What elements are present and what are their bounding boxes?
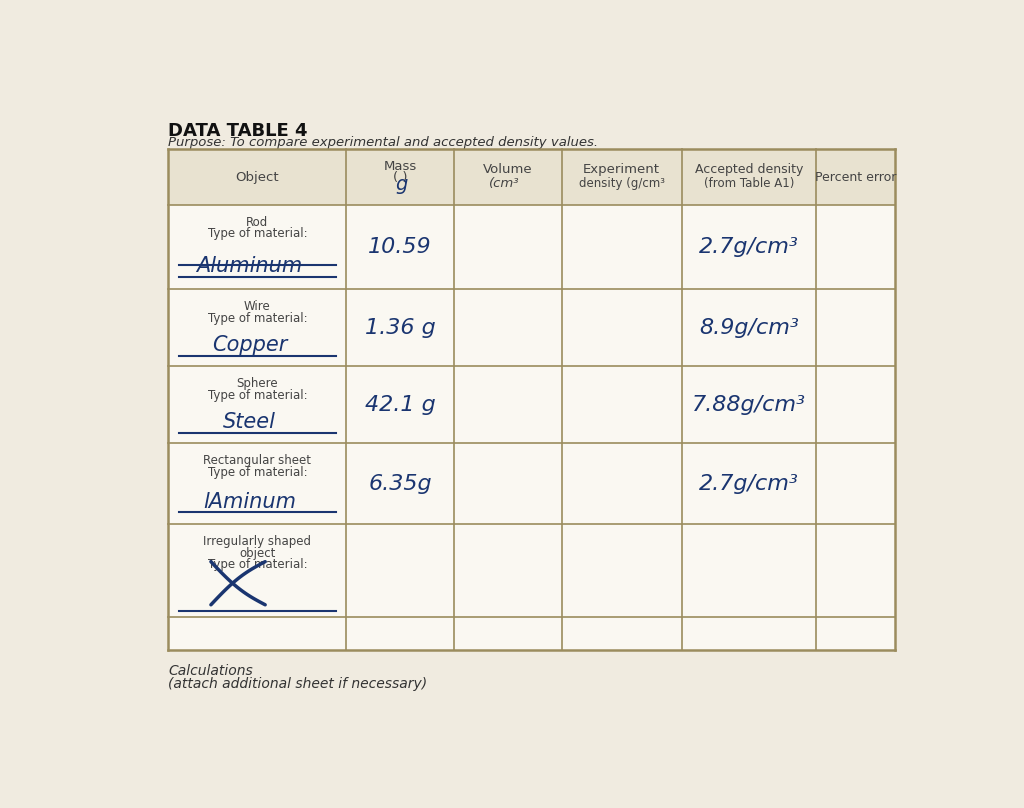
Text: Type of material:: Type of material: xyxy=(208,389,307,402)
Text: Experiment: Experiment xyxy=(583,163,660,176)
Text: 2.7g/cm³: 2.7g/cm³ xyxy=(699,237,799,257)
Text: Steel: Steel xyxy=(223,412,276,432)
Text: Purpose: To compare experimental and accepted density values.: Purpose: To compare experimental and acc… xyxy=(168,137,598,149)
Text: 6.35g: 6.35g xyxy=(369,473,432,494)
Text: DATA TABLE 4: DATA TABLE 4 xyxy=(168,122,308,141)
Text: Copper: Copper xyxy=(212,335,288,355)
Text: (from Table A1): (from Table A1) xyxy=(703,177,794,190)
Text: Mass: Mass xyxy=(384,160,417,173)
Text: density (g/cm³: density (g/cm³ xyxy=(579,177,665,190)
Text: object: object xyxy=(240,547,275,560)
Text: 8.9g/cm³: 8.9g/cm³ xyxy=(699,318,799,338)
Text: 42.1 g: 42.1 g xyxy=(365,395,435,415)
Text: Rod: Rod xyxy=(246,216,268,229)
Text: 1.36 g: 1.36 g xyxy=(365,318,435,338)
Text: Calculations: Calculations xyxy=(168,663,253,678)
Text: Type of material:: Type of material: xyxy=(208,465,307,479)
Text: Percent error: Percent error xyxy=(815,170,896,183)
Bar xyxy=(168,149,895,204)
Text: 7.88g/cm³: 7.88g/cm³ xyxy=(692,395,806,415)
Text: (cm³: (cm³ xyxy=(488,177,519,190)
Bar xyxy=(168,149,895,650)
Text: Rectangular sheet: Rectangular sheet xyxy=(204,454,311,467)
Text: lAminum: lAminum xyxy=(203,492,296,511)
Text: Volume: Volume xyxy=(483,163,532,176)
Text: g: g xyxy=(395,175,408,194)
Text: Object: Object xyxy=(236,170,280,183)
Text: 2.7g/cm³: 2.7g/cm³ xyxy=(699,473,799,494)
Text: Accepted density: Accepted density xyxy=(694,163,803,176)
Text: Aluminum: Aluminum xyxy=(197,256,303,276)
Text: 10.59: 10.59 xyxy=(369,237,432,257)
Text: ( ): ( ) xyxy=(393,170,408,183)
Text: Type of material:: Type of material: xyxy=(208,312,307,325)
Text: Type of material:: Type of material: xyxy=(208,558,307,571)
Text: (attach additional sheet if necessary): (attach additional sheet if necessary) xyxy=(168,677,427,691)
Text: Irregularly shaped: Irregularly shaped xyxy=(204,535,311,548)
Text: Sphere: Sphere xyxy=(237,377,279,390)
Text: Type of material:: Type of material: xyxy=(208,227,307,240)
Text: Wire: Wire xyxy=(244,301,270,314)
